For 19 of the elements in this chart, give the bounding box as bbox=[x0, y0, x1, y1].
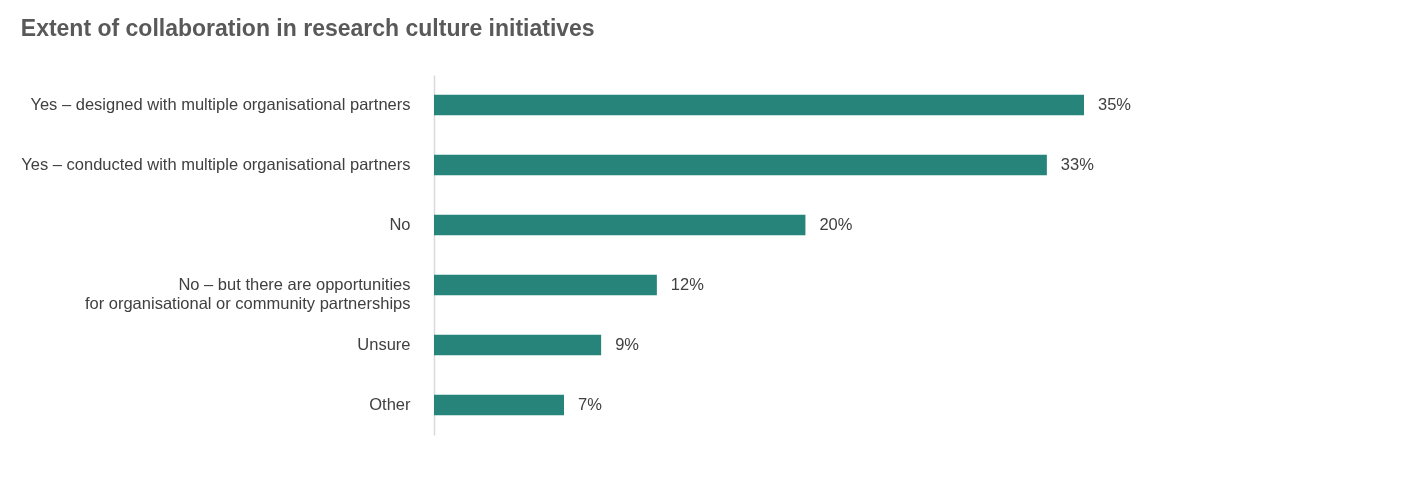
bar bbox=[434, 394, 564, 416]
y-tick-label: Yes – conducted with multiple organisational partners bbox=[21, 155, 411, 173]
chart-title: Extent of collaboration in research culture initiatives bbox=[20, 15, 595, 41]
y-tick-label: No – but there are opportunities for organisational or community partnerships bbox=[84, 275, 411, 312]
data-label: 33% bbox=[1060, 155, 1095, 173]
y-tick-label: Unsure bbox=[357, 335, 411, 353]
data-label: 12% bbox=[670, 275, 705, 293]
y-tick-label: Other bbox=[369, 395, 411, 413]
bar bbox=[434, 94, 1084, 116]
data-label: 35% bbox=[1098, 95, 1132, 113]
bar bbox=[434, 154, 1047, 176]
data-label: 9% bbox=[615, 335, 640, 353]
data-label: 20% bbox=[819, 215, 853, 233]
data-label: 7% bbox=[578, 395, 603, 413]
bar bbox=[434, 214, 806, 236]
y-tick-label: No bbox=[389, 215, 411, 233]
bar bbox=[434, 274, 657, 296]
y-tick-label: Yes – designed with multiple organisational partners bbox=[30, 95, 411, 113]
bar bbox=[434, 334, 602, 356]
